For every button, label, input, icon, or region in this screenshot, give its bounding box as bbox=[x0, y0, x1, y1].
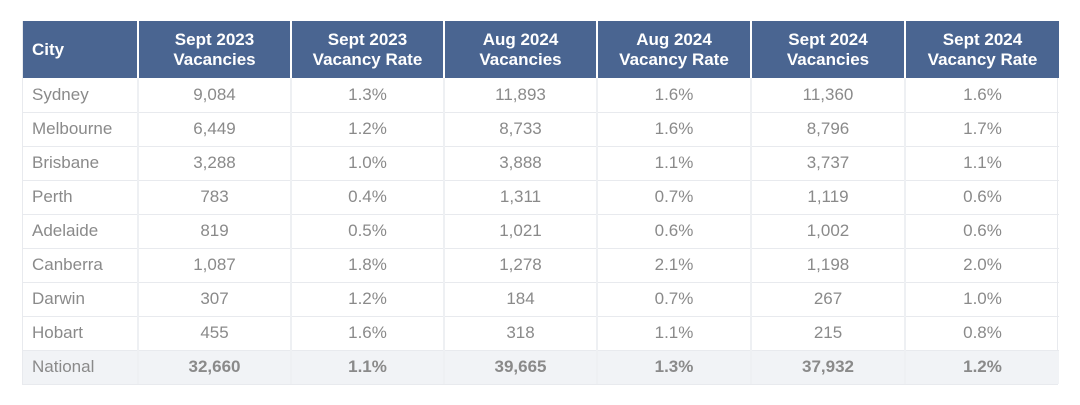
value-cell: 6,449 bbox=[138, 112, 292, 147]
header-measure: Vacancy Rate bbox=[619, 49, 729, 69]
table-row: Melbourne 6,449 1.2% 8,733 1.6% 8,796 1.7% bbox=[23, 112, 1059, 147]
header-measure: Vacancies bbox=[786, 49, 870, 69]
value-cell: 1,087 bbox=[138, 248, 292, 283]
value-cell: 1.3% bbox=[291, 78, 445, 113]
table-row: Sydney 9,084 1.3% 11,893 1.6% 11,360 1.6% bbox=[23, 78, 1059, 113]
header-aug-2024-rate: Aug 2024 Vacancy Rate bbox=[597, 21, 752, 78]
header-measure: Vacancies bbox=[479, 49, 562, 69]
header-city: City bbox=[23, 21, 139, 78]
value-cell: 0.6% bbox=[905, 214, 1059, 249]
city-cell: National bbox=[23, 350, 139, 384]
value-cell: 0.4% bbox=[291, 180, 445, 215]
value-cell: 1,021 bbox=[444, 214, 598, 249]
value-cell: 1.1% bbox=[291, 350, 445, 384]
header-period: Sept 2024 bbox=[942, 29, 1023, 49]
value-cell: 3,888 bbox=[444, 146, 598, 181]
value-cell: 267 bbox=[751, 282, 906, 317]
value-cell: 783 bbox=[138, 180, 292, 215]
value-cell: 318 bbox=[444, 316, 598, 351]
value-cell: 1.6% bbox=[291, 316, 445, 351]
header-aug-2024-vacancies: Aug 2024 Vacancies bbox=[444, 21, 598, 78]
value-cell: 1.1% bbox=[905, 146, 1059, 181]
value-cell: 1.1% bbox=[597, 146, 752, 181]
vacancy-table-container: City Sept 2023 Vacancies Sept 2023 Vacan… bbox=[22, 21, 1059, 385]
table-row: National 32,660 1.1% 39,665 1.3% 37,932 1.2% bbox=[23, 350, 1059, 384]
value-cell: 1,198 bbox=[751, 248, 906, 283]
header-row: City Sept 2023 Vacancies Sept 2023 Vacan… bbox=[23, 21, 1059, 78]
value-cell: 11,360 bbox=[751, 78, 906, 113]
value-cell: 0.8% bbox=[905, 316, 1059, 351]
header-period: Aug 2024 bbox=[482, 29, 559, 49]
header-measure: Vacancies bbox=[173, 49, 256, 69]
city-cell: Darwin bbox=[23, 282, 139, 317]
value-cell: 1.2% bbox=[291, 112, 445, 147]
city-cell: Sydney bbox=[23, 78, 139, 113]
table-row: Brisbane 3,288 1.0% 3,888 1.1% 3,737 1.1% bbox=[23, 146, 1059, 181]
value-cell: 819 bbox=[138, 214, 292, 249]
value-cell: 2.1% bbox=[597, 248, 752, 283]
value-cell: 1.1% bbox=[597, 316, 752, 351]
value-cell: 39,665 bbox=[444, 350, 598, 384]
value-cell: 0.6% bbox=[905, 180, 1059, 215]
value-cell: 307 bbox=[138, 282, 292, 317]
value-cell: 37,932 bbox=[751, 350, 906, 384]
value-cell: 3,288 bbox=[138, 146, 292, 181]
header-period: Sept 2024 bbox=[788, 29, 868, 49]
header-sept-2023-vacancies: Sept 2023 Vacancies bbox=[138, 21, 292, 78]
value-cell: 184 bbox=[444, 282, 598, 317]
city-cell: Hobart bbox=[23, 316, 139, 351]
value-cell: 11,893 bbox=[444, 78, 598, 113]
value-cell: 8,733 bbox=[444, 112, 598, 147]
city-cell: Canberra bbox=[23, 248, 139, 283]
value-cell: 1,278 bbox=[444, 248, 598, 283]
header-sept-2023-rate: Sept 2023 Vacancy Rate bbox=[291, 21, 445, 78]
city-cell: Adelaide bbox=[23, 214, 139, 249]
value-cell: 1.2% bbox=[291, 282, 445, 317]
table-row: Darwin 307 1.2% 184 0.7% 267 1.0% bbox=[23, 282, 1059, 317]
value-cell: 0.6% bbox=[597, 214, 752, 249]
table-row: Hobart 455 1.6% 318 1.1% 215 0.8% bbox=[23, 316, 1059, 351]
city-cell: Perth bbox=[23, 180, 139, 215]
value-cell: 8,796 bbox=[751, 112, 906, 147]
vacancy-table: City Sept 2023 Vacancies Sept 2023 Vacan… bbox=[23, 21, 1059, 384]
table-row: Adelaide 819 0.5% 1,021 0.6% 1,002 0.6% bbox=[23, 214, 1059, 249]
value-cell: 1.2% bbox=[905, 350, 1059, 384]
value-cell: 1,311 bbox=[444, 180, 598, 215]
header-period: Aug 2024 bbox=[636, 29, 712, 49]
header-measure: Vacancy Rate bbox=[312, 49, 423, 69]
value-cell: 1.3% bbox=[597, 350, 752, 384]
value-cell: 1,119 bbox=[751, 180, 906, 215]
city-cell: Melbourne bbox=[23, 112, 139, 147]
value-cell: 0.7% bbox=[597, 180, 752, 215]
value-cell: 1.6% bbox=[905, 78, 1059, 113]
value-cell: 9,084 bbox=[138, 78, 292, 113]
value-cell: 0.7% bbox=[597, 282, 752, 317]
value-cell: 0.5% bbox=[291, 214, 445, 249]
header-period: Sept 2023 bbox=[327, 29, 408, 49]
table-row: Perth 783 0.4% 1,311 0.7% 1,119 0.6% bbox=[23, 180, 1059, 215]
value-cell: 32,660 bbox=[138, 350, 292, 384]
value-cell: 2.0% bbox=[905, 248, 1059, 283]
value-cell: 1,002 bbox=[751, 214, 906, 249]
value-cell: 215 bbox=[751, 316, 906, 351]
table-body: Sydney 9,084 1.3% 11,893 1.6% 11,360 1.6% Melbo… bbox=[23, 78, 1059, 384]
value-cell: 1.0% bbox=[905, 282, 1059, 317]
header-sept-2024-vacancies: Sept 2024 Vacancies bbox=[751, 21, 906, 78]
value-cell: 1.6% bbox=[597, 78, 752, 113]
value-cell: 455 bbox=[138, 316, 292, 351]
value-cell: 1.0% bbox=[291, 146, 445, 181]
value-cell: 1.8% bbox=[291, 248, 445, 283]
header-sept-2024-rate: Sept 2024 Vacancy Rate bbox=[905, 21, 1059, 78]
value-cell: 1.7% bbox=[905, 112, 1059, 147]
value-cell: 3,737 bbox=[751, 146, 906, 181]
value-cell: 1.6% bbox=[597, 112, 752, 147]
table-frame: City Sept 2023 Vacancies Sept 2023 Vacan… bbox=[22, 21, 1059, 385]
header-measure: Vacancy Rate bbox=[927, 49, 1038, 69]
table-row: Canberra 1,087 1.8% 1,278 2.1% 1,198 2.0% bbox=[23, 248, 1059, 283]
header-city-label: City bbox=[32, 39, 65, 59]
city-cell: Brisbane bbox=[23, 146, 139, 181]
header-period: Sept 2023 bbox=[174, 29, 255, 49]
